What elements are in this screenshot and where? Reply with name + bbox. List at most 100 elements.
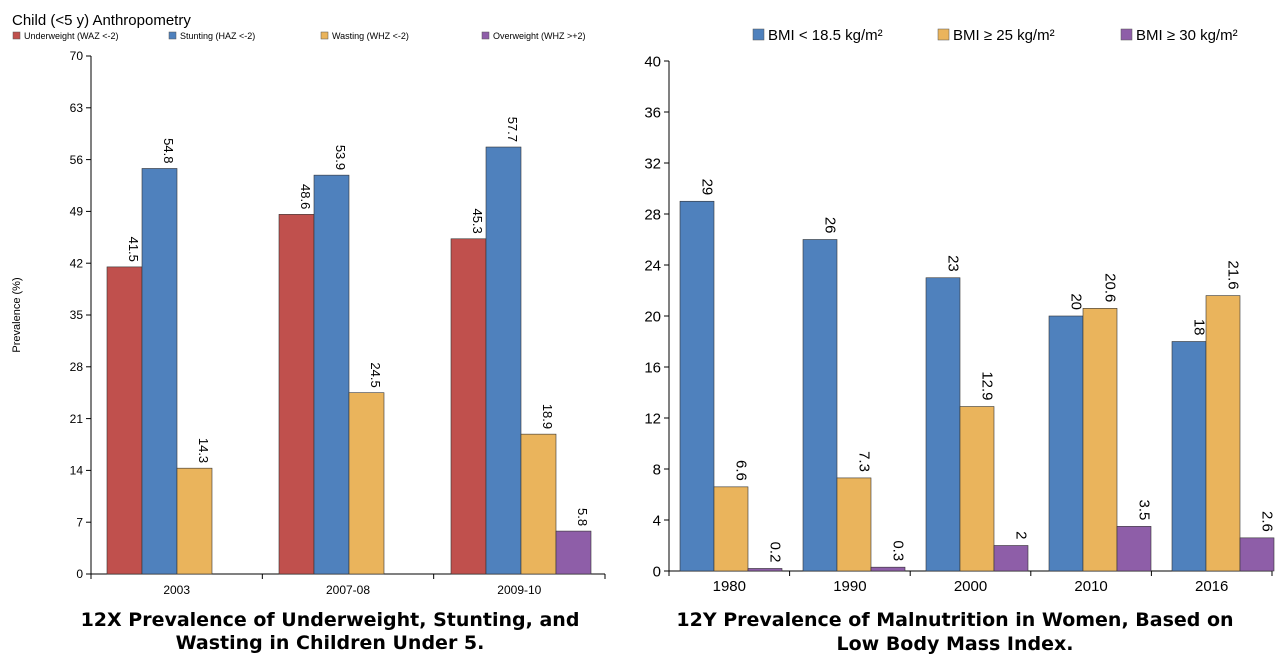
chart-2-data-label: 2.6 <box>1258 511 1275 532</box>
chart-1-data-label: 57.7 <box>505 117 520 142</box>
chart-2-y-tick-label: 4 <box>653 512 661 529</box>
chart-2-bar <box>802 239 838 572</box>
chart-2-y-tick-label: 40 <box>644 53 661 70</box>
chart-1-legend-swatch <box>12 31 21 40</box>
chart-1-bar <box>555 530 592 575</box>
chart-1-y-tick-label: 49 <box>70 205 84 219</box>
chart-2-legend-label: BMI ≥ 30 kg/m² <box>1136 27 1238 44</box>
chart-1-legend-swatch <box>168 31 177 40</box>
chart-2-bar <box>870 566 906 572</box>
chart-2-bar <box>959 406 995 572</box>
chart-2-legend-label: BMI ≥ 25 kg/m² <box>953 27 1055 44</box>
chart-1-data-label: 24.5 <box>368 362 383 387</box>
chart-2-bar <box>1239 537 1275 572</box>
chart-1-title: Child (<5 y) Anthropometry <box>12 12 191 29</box>
chart-1-x-tick-label: 2007-08 <box>326 583 370 597</box>
chart-1-x-tick-label: 2003 <box>163 583 190 597</box>
chart-2-x-tick-label: 1980 <box>713 578 746 595</box>
chart-2-bar <box>1171 341 1207 572</box>
chart-2-legend-swatch <box>752 28 765 41</box>
chart-1-legend-label: Stunting (HAZ <-2) <box>180 31 255 41</box>
chart-1-y-tick-label: 35 <box>70 308 84 322</box>
chart-2-bar <box>713 486 749 572</box>
chart-2-y-tick-label: 20 <box>644 308 661 325</box>
chart-1-y-tick-label: 28 <box>70 360 84 374</box>
chart-1-legend-label: Overweight (WHZ >+2) <box>493 31 586 41</box>
chart-2-x-tick-label: 2000 <box>954 578 987 595</box>
chart-2-x-tick-label: 1990 <box>833 578 866 595</box>
chart-2-data-label: 23 <box>944 255 961 272</box>
chart-1-bar <box>141 168 178 575</box>
chart-1-bar <box>520 433 557 575</box>
chart-2-legend-swatch <box>1120 28 1133 41</box>
chart-1-caption: 12X Prevalence of Underweight, Stunting,… <box>81 609 580 631</box>
chart-2-data-label: 6.6 <box>732 460 749 481</box>
chart-2-bar <box>1116 526 1152 572</box>
chart-2-data-label: 21.6 <box>1224 260 1241 289</box>
chart-2-data-label: 29 <box>698 179 715 196</box>
chart-2-legend-label: BMI < 18.5 kg/m² <box>768 27 883 44</box>
chart-1-legend-swatch <box>481 31 490 40</box>
chart-1-y-tick-label: 42 <box>70 256 84 270</box>
chart-1-y-axis-label: Prevalence (%) <box>11 277 23 352</box>
chart-2-y-tick-label: 28 <box>644 206 661 223</box>
chart-1-bar <box>313 174 350 575</box>
chart-2-data-label: 12.9 <box>978 371 995 400</box>
chart-1-data-label: 53.9 <box>333 145 348 170</box>
chart-1-x-tick-label: 2009-10 <box>497 583 541 597</box>
chart-2-caption: Low Body Mass Index. <box>837 633 1074 655</box>
chart-1-y-tick-label: 70 <box>70 49 84 63</box>
chart-1-y-tick-label: 63 <box>70 101 84 115</box>
chart-2-y-tick-label: 24 <box>644 257 661 274</box>
chart-1-data-label: 14.3 <box>196 438 211 463</box>
chart-1-data-label: 54.8 <box>161 138 176 163</box>
chart-2-bar <box>1205 295 1241 572</box>
chart-1-y-tick-label: 14 <box>70 464 84 478</box>
chart-2-x-tick-label: 2010 <box>1074 578 1107 595</box>
chart-2-data-label: 20 <box>1067 293 1084 310</box>
chart-2-y-tick-label: 8 <box>653 461 661 478</box>
chart-2-y-tick-label: 0 <box>653 563 661 580</box>
chart-2-x-tick-label: 2016 <box>1195 578 1228 595</box>
chart-1-data-label: 41.5 <box>126 237 141 262</box>
chart-1-bar <box>278 214 315 575</box>
chart-2-bar <box>679 200 715 572</box>
chart-2-data-label: 2 <box>1012 531 1029 539</box>
chart-1-y-tick-label: 0 <box>76 567 83 581</box>
chart-2-data-label: 3.5 <box>1135 500 1152 521</box>
chart-2-y-tick-label: 12 <box>644 410 661 427</box>
chart-1-data-label: 48.6 <box>298 184 313 209</box>
chart-1-bar <box>106 266 143 575</box>
chart-1-bar <box>176 467 213 575</box>
chart-2-data-label: 18 <box>1190 319 1207 336</box>
chart-2-data-label: 0.2 <box>766 542 783 563</box>
chart-2-bar <box>747 568 783 572</box>
chart-2-data-label: 0.3 <box>889 540 906 561</box>
chart-2-bar <box>925 277 961 572</box>
chart-1-y-tick-label: 21 <box>70 412 84 426</box>
chart-2-legend-swatch <box>937 28 950 41</box>
chart-1-legend-label: Wasting (WHZ <-2) <box>332 31 409 41</box>
chart-1-caption: Wasting in Children Under 5. <box>176 632 485 654</box>
chart-1-bar <box>485 146 522 575</box>
chart-1-bar <box>450 238 487 575</box>
chart-1-y-tick-label: 7 <box>76 515 83 529</box>
chart-2-bar <box>836 477 872 572</box>
chart-1-bar <box>348 392 385 575</box>
chart-1-legend-label: Underweight (WAZ <-2) <box>24 31 118 41</box>
chart-2-y-tick-label: 36 <box>644 104 661 121</box>
chart-2-data-label: 7.3 <box>855 451 872 472</box>
chart-1-legend-swatch <box>320 31 329 40</box>
chart-1-data-label: 5.8 <box>575 508 590 526</box>
chart-1-y-tick-label: 56 <box>70 153 84 167</box>
chart-2-caption: 12Y Prevalence of Malnutrition in Women,… <box>676 609 1233 631</box>
chart-1-data-label: 18.9 <box>540 404 555 429</box>
chart-2-data-label: 20.6 <box>1101 273 1118 302</box>
chart-2-bar <box>1048 315 1084 572</box>
chart-2-y-tick-label: 32 <box>644 155 661 172</box>
chart-2-bar <box>1082 308 1118 572</box>
chart-1-data-label: 45.3 <box>470 208 485 233</box>
chart-2-bar <box>993 545 1029 572</box>
chart-2-data-label: 26 <box>821 217 838 234</box>
